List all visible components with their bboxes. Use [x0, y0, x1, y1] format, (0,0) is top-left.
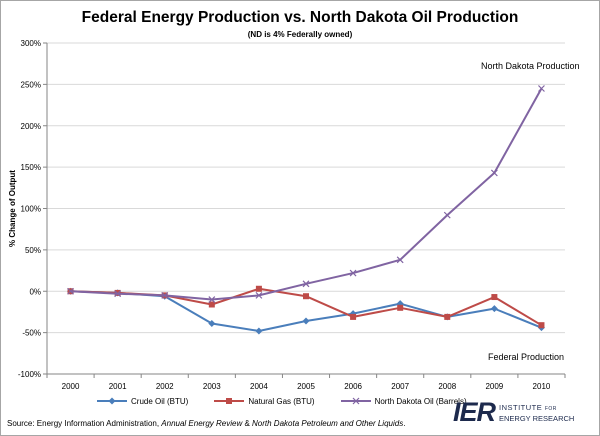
data-point	[444, 313, 451, 320]
diamond-marker-icon	[97, 397, 127, 405]
data-point	[538, 85, 545, 92]
legend-item-north-dakota-oil: North Dakota Oil (Barrels)	[340, 396, 467, 406]
x-tick-labels: 2000 2001 2002 2003 2004 2005 2006 2007 2008 2009…	[62, 382, 551, 391]
x-tick-label: 2001	[109, 382, 127, 391]
y-tick-label: -50%	[22, 329, 41, 338]
data-point	[208, 320, 216, 328]
ier-logo-mark: IER	[453, 397, 496, 427]
annotation-north-dakota-production: North Dakota Production	[481, 61, 580, 71]
series-group	[67, 85, 545, 335]
data-point	[255, 291, 263, 299]
data-point	[350, 313, 357, 320]
data-point	[491, 294, 498, 301]
ier-logo: IER INSTITUTE FOR ENERGY RESEARCH	[453, 399, 574, 426]
x-tick-label: 2009	[485, 382, 503, 391]
x-tick-label: 2006	[344, 382, 362, 391]
data-point	[349, 269, 357, 277]
x-tick-label: 2004	[250, 382, 268, 391]
source-amp: &	[242, 419, 253, 428]
data-point	[255, 327, 263, 335]
y-tick-label: -100%	[18, 370, 41, 379]
y-tick-label: 100%	[21, 205, 41, 214]
y-axis-label: % Change of Output	[8, 170, 17, 247]
y-tick-label: 300%	[21, 39, 41, 48]
logo-line1: INSTITUTE	[499, 402, 543, 412]
data-point	[208, 301, 215, 308]
x-tick-label: 2010	[533, 382, 551, 391]
data-point	[67, 287, 74, 295]
source-suffix: .	[403, 419, 406, 428]
x-marker-icon	[340, 397, 371, 405]
legend-item-natural-gas: Natural Gas (BTU)	[214, 396, 315, 406]
data-point	[302, 280, 310, 288]
legend-label: Crude Oil (BTU)	[131, 396, 189, 406]
data-point	[208, 296, 216, 303]
data-point	[490, 305, 498, 313]
x-tick-label: 2002	[156, 382, 174, 391]
x-tick-label: 2003	[203, 382, 221, 391]
data-point	[255, 285, 262, 292]
y-tick-label: 150%	[21, 163, 41, 172]
square-marker-icon	[214, 398, 245, 404]
y-tick-labels: -100% -50% 0% 50% 100% 150% 200% 250% 300%	[18, 39, 41, 379]
data-point	[114, 290, 122, 298]
source-title-2: North Dakota Petroleum and Other Liquids	[252, 419, 404, 428]
source-title-1: Annual Energy Review	[161, 419, 243, 428]
x-tick-label: 2000	[62, 382, 80, 391]
chart-subtitle: (ND is 4% Federally owned)	[247, 30, 353, 39]
axes	[43, 42, 566, 378]
data-point	[490, 169, 498, 177]
y-tick-label: 50%	[25, 246, 41, 255]
annotation-federal-production: Federal Production	[488, 352, 564, 362]
data-point	[396, 256, 404, 264]
source-prefix: Source: Energy Information Administratio…	[7, 419, 162, 428]
source-note: Source: Energy Information Administratio…	[7, 419, 405, 428]
legend-item-crude-oil: Crude Oil (BTU)	[97, 396, 188, 406]
logo-line1-small: FOR	[544, 405, 557, 412]
chart-title: Federal Energy Production vs. North Dako…	[81, 9, 519, 26]
logo-line2: ENERGY RESEARCH	[499, 413, 575, 423]
x-tick-label: 2005	[297, 382, 315, 391]
data-point	[161, 291, 169, 299]
data-point	[302, 317, 310, 325]
x-tick-label: 2007	[391, 382, 409, 391]
data-point	[538, 322, 545, 329]
series-line	[70, 88, 543, 301]
data-point	[397, 304, 404, 311]
y-tick-label: 0%	[29, 287, 41, 296]
ier-logo-text: INSTITUTE FOR ENERGY RESEARCH	[499, 403, 574, 423]
legend-label: North Dakota Oil (Barrels)	[374, 396, 467, 406]
y-tick-label: 200%	[21, 122, 41, 131]
data-point	[443, 211, 451, 219]
legend-label: Natural Gas (BTU)	[248, 396, 315, 406]
data-point	[303, 293, 309, 300]
x-tick-label: 2008	[438, 382, 456, 391]
y-tick-label: 250%	[21, 80, 41, 89]
legend: Crude Oil (BTU) Natural Gas (BTU) North …	[97, 394, 493, 408]
series-2	[67, 85, 545, 303]
